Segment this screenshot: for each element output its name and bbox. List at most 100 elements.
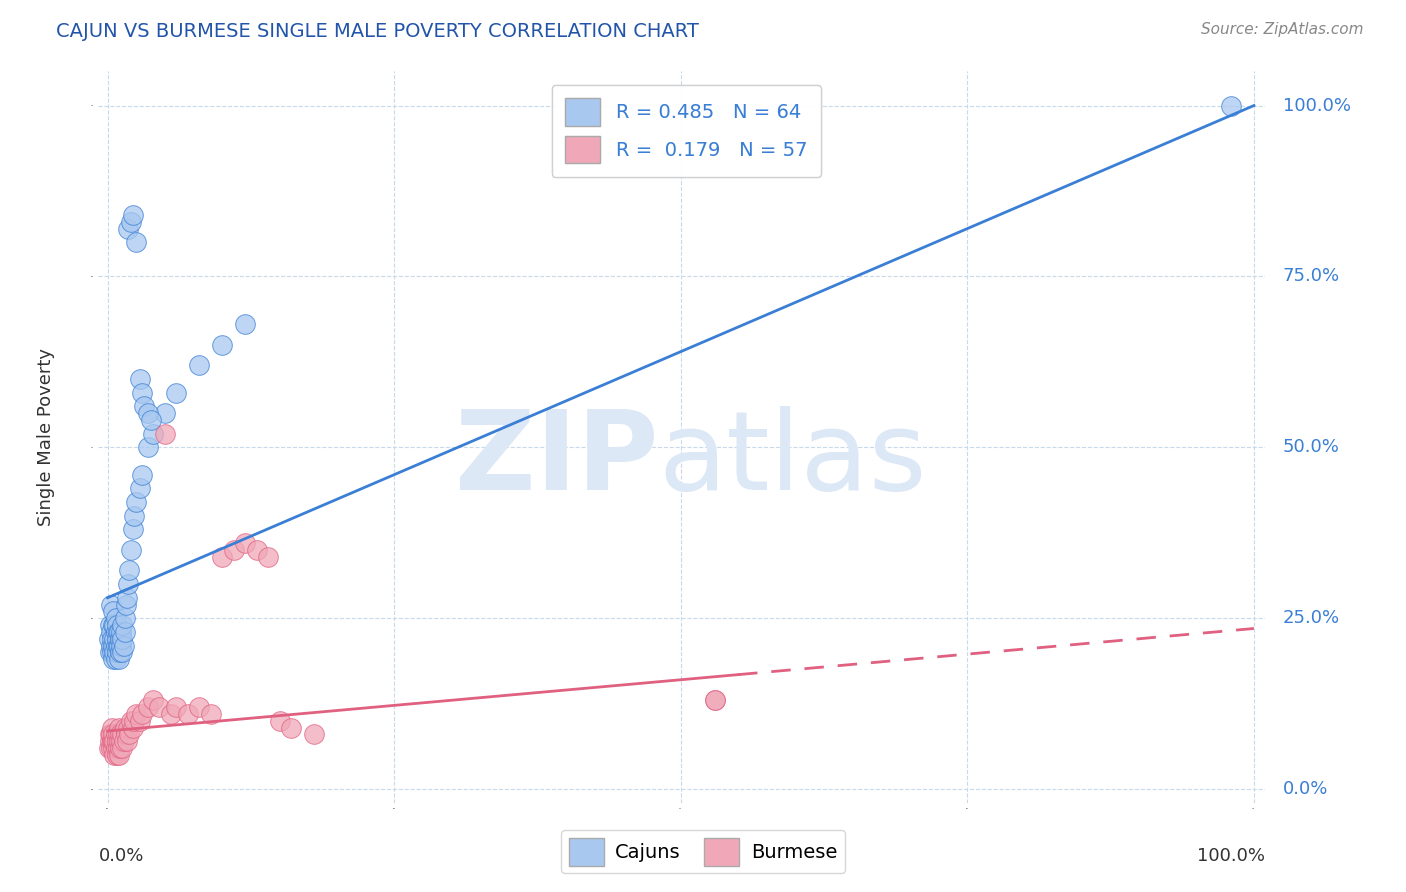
Point [125,495,148,509]
Point [115,727,138,741]
Point [211,338,233,352]
Point [233,536,256,550]
Point [118,727,141,741]
Point [131,467,153,482]
Text: 100.0%: 100.0% [1282,96,1351,114]
Point [104,741,127,756]
Point [115,591,138,605]
Point [108,747,131,762]
Point [188,700,211,714]
Point [153,406,176,420]
Point [98,727,121,741]
Point [108,734,131,748]
Point [136,700,159,714]
Point [118,563,141,577]
Point [114,721,136,735]
Point [103,747,125,762]
Point [103,618,125,632]
Text: atlas: atlas [658,406,927,513]
Point [121,721,143,735]
Point [97,741,120,756]
Point [105,645,128,659]
Point [233,318,256,332]
Point [125,706,148,721]
Point [280,721,302,735]
Point [188,359,211,373]
Point [302,727,325,741]
Point [105,618,128,632]
Point [101,734,124,748]
Point [165,700,187,714]
Point [105,734,128,748]
Point [121,208,143,222]
Point [125,235,148,250]
Point [101,632,124,646]
Point [704,693,727,707]
Point [128,481,150,495]
Point [108,632,131,646]
Point [128,714,150,728]
Point [142,426,165,441]
Text: Source: ZipAtlas.com: Source: ZipAtlas.com [1201,22,1364,37]
Point [122,508,145,523]
Point [103,727,125,741]
Point [131,385,153,400]
Legend: Cajuns, Burmese: Cajuns, Burmese [561,830,845,873]
Point [112,734,135,748]
Point [108,639,131,653]
Point [108,624,131,639]
Point [103,734,125,748]
Point [107,741,129,756]
Point [103,734,125,748]
Point [100,624,122,639]
Legend: R = 0.485   N = 64, R =  0.179   N = 57: R = 0.485 N = 64, R = 0.179 N = 57 [551,85,821,177]
Point [97,632,120,646]
Point [104,652,127,666]
Point [222,542,245,557]
Point [200,706,222,721]
Point [103,632,125,646]
Point [100,741,122,756]
Point [120,542,142,557]
Point [1220,98,1243,112]
Point [112,639,135,653]
Point [120,215,142,229]
Point [121,522,143,536]
Point [111,618,134,632]
Point [148,700,170,714]
Point [117,577,139,591]
Point [134,400,156,414]
Point [103,618,125,632]
Text: 0.0%: 0.0% [1282,780,1329,798]
Point [141,413,163,427]
Point [115,734,138,748]
Point [108,721,131,735]
Point [131,706,153,721]
Point [104,624,127,639]
Point [177,706,200,721]
Point [114,624,136,639]
Point [103,645,125,659]
Point [104,639,127,653]
Text: CAJUN VS BURMESE SINGLE MALE POVERTY CORRELATION CHART: CAJUN VS BURMESE SINGLE MALE POVERTY COR… [56,22,699,41]
Point [98,645,121,659]
Point [142,693,165,707]
Point [122,714,145,728]
Point [103,741,125,756]
Text: ZIP: ZIP [456,406,658,513]
Point [269,714,291,728]
Point [246,542,269,557]
Point [114,611,136,625]
Point [100,639,122,653]
Point [257,549,280,564]
Point [104,727,127,741]
Point [110,639,132,653]
Text: 0.0%: 0.0% [98,847,143,864]
Text: 75.0%: 75.0% [1282,268,1340,285]
Point [211,549,233,564]
Text: 100.0%: 100.0% [1198,847,1265,864]
Point [107,639,129,653]
Point [117,221,139,235]
Point [111,727,134,741]
Point [128,372,150,386]
